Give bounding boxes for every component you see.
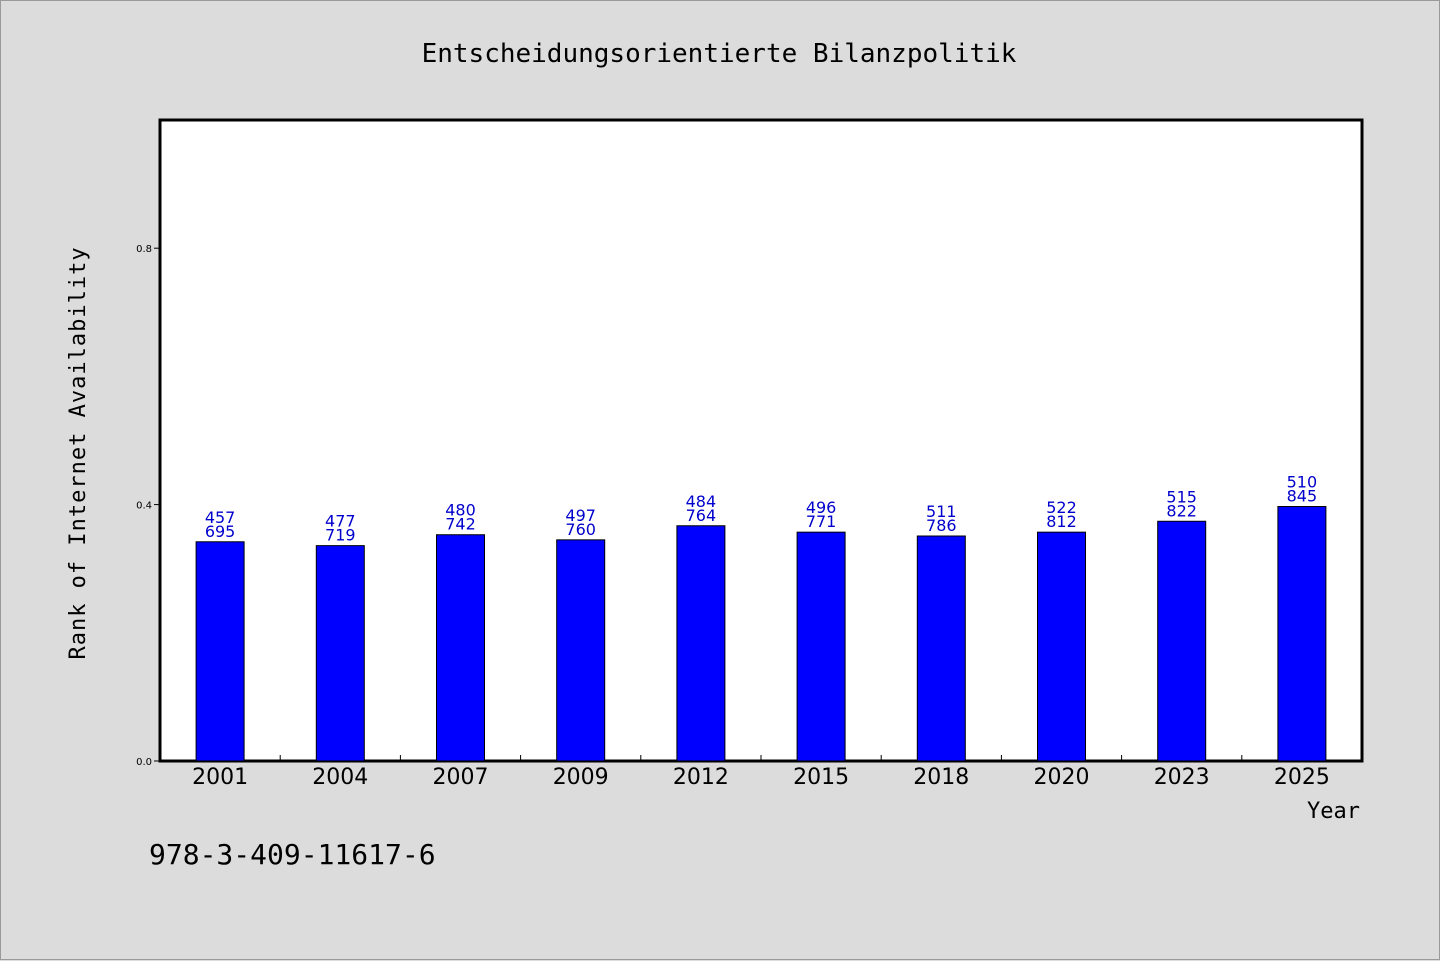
data-label-bottom: 760 [565, 520, 596, 539]
bar [1037, 531, 1086, 762]
data-label-bottom: 845 [1287, 487, 1318, 506]
data-label-bottom: 771 [806, 512, 837, 531]
data-label-top: 477 [325, 512, 356, 531]
y-tick-label: 0.8 [136, 244, 152, 255]
y-tick-label: 0.4 [136, 501, 152, 512]
data-label-top: 515 [1166, 487, 1197, 506]
x-tick-label: 2012 [673, 765, 729, 790]
data-label-top: 457 [205, 508, 236, 527]
x-tick-label: 2007 [433, 765, 489, 790]
bar-series [195, 506, 1327, 762]
data-label-top: 497 [565, 506, 596, 525]
data-label-bottom: 719 [325, 526, 356, 545]
data-label-bottom: 812 [1046, 512, 1077, 531]
x-tick-label: 2009 [553, 765, 609, 790]
data-label-bottom: 764 [686, 506, 717, 525]
y-axis-title: Rank of Internet Availability [66, 246, 91, 659]
y-tick-label: 0.0 [136, 757, 152, 768]
x-tick-label: 2001 [192, 765, 248, 790]
x-axis-title: Year [1307, 799, 1360, 824]
data-label-top: 511 [926, 502, 957, 521]
data-label-top: 496 [806, 498, 837, 517]
data-label-top: 480 [445, 501, 476, 520]
data-label-bottom: 742 [445, 515, 476, 534]
bar [1157, 520, 1207, 762]
y-axis: 0.0 0.4 0.8 [136, 244, 160, 768]
x-tick-label: 2025 [1274, 765, 1330, 790]
data-label-bottom: 695 [205, 522, 236, 541]
data-label-top: 522 [1046, 498, 1077, 517]
bar [1277, 506, 1327, 762]
bar [796, 531, 846, 762]
x-tick-label: 2015 [793, 765, 849, 790]
isbn-label: 978-3-409-11617-6 [149, 838, 436, 871]
chart-title: Entscheidungsorientierte Bilanzpolitik [422, 39, 1017, 69]
data-label-top: 484 [686, 492, 717, 511]
x-tick-label: 2018 [913, 765, 969, 790]
x-axis: 2001 2004 2007 2009 2012 2015 2018 2020 2023 2025 [192, 755, 1330, 790]
data-label-bottom: 822 [1166, 501, 1197, 520]
x-tick-label: 2023 [1154, 765, 1210, 790]
bar [195, 541, 245, 762]
x-tick-label: 2020 [1034, 765, 1090, 790]
bar [916, 535, 966, 762]
x-tick-label: 2004 [312, 765, 368, 790]
bar [315, 545, 365, 762]
data-label-top: 510 [1287, 473, 1318, 492]
data-label-bottom: 786 [926, 516, 957, 535]
bar [676, 525, 726, 762]
bar [556, 539, 606, 762]
bar [436, 534, 485, 762]
